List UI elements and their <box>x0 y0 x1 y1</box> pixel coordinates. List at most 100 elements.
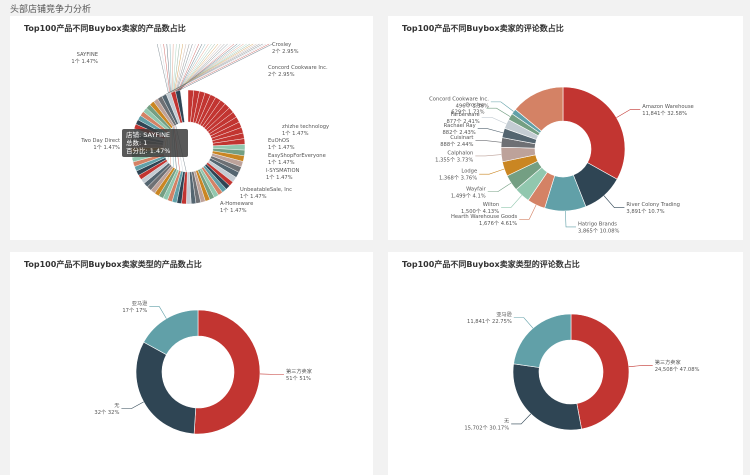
slice-value-item-2: 11,841个 22.75% <box>467 318 512 325</box>
slice-value-river-colony-trading: 3,891个 10.7% <box>626 208 664 215</box>
chart-title: Top100产品不同Buybox卖家类型的产品数占比 <box>24 260 202 269</box>
slice-value-item-2: 17个 17% <box>122 307 147 314</box>
page-title: 头部店铺竞争力分析 <box>10 5 92 15</box>
slice-label-euohos: EuOhOS <box>268 138 289 144</box>
slice-label-lodge: Lodge <box>461 169 477 175</box>
slice-value-lodge: 1,368个 3.76% <box>439 175 477 182</box>
slice-value-item-1: 32个 32% <box>94 409 119 416</box>
label-line-river-colony-trading <box>603 195 625 208</box>
chart-panel-seller-review-share: Top100产品不同Buybox卖家的评论数占比 Amazon Warehous… <box>388 16 743 240</box>
slice-label-cuisinart: Cuisinart <box>450 135 473 141</box>
slice-value-item-0: 51个 51% <box>286 375 311 382</box>
label-line-rachael-ray <box>477 128 504 134</box>
slice-value-unbeatablesale-inc: 1个 1.47% <box>240 193 267 200</box>
label-line-item-1 <box>511 413 532 425</box>
slice-label-zhizhe-technology: zhizhe technology <box>282 124 329 130</box>
slice-label-item-1: 无 <box>504 417 509 424</box>
pie-slice-item-2[interactable] <box>513 313 572 368</box>
slice-label-easyshopforeveryone: EasyShopForEveryone <box>268 153 326 159</box>
slice-value-item-0: 24,508个 47.08% <box>655 366 700 373</box>
slice-label-concord-cookware-inc: Concord Cookware Inc. <box>268 65 328 71</box>
pie-slice-amazon-warehouse[interactable] <box>562 86 626 180</box>
pie-slice-item-2[interactable] <box>143 309 199 356</box>
slice-label-wayfair: Wayfair <box>466 186 486 192</box>
slice-label-i-sysmation: I-SYSMATION <box>266 168 300 174</box>
slice-label-sayfine: SAYFINE <box>77 52 98 58</box>
slice-label-item-0: 第三方卖家 <box>655 358 681 366</box>
pie-slice-item-0[interactable] <box>193 309 261 435</box>
slice-label-a-homeware: A-Homeware <box>220 201 253 207</box>
pie-slice-item-1[interactable] <box>512 363 582 431</box>
pie-slice-item-0[interactable] <box>570 313 630 430</box>
chart-panel-seller-product-share: Top100产品不同Buybox卖家的产品数占比 Concord Cookwar… <box>10 16 373 240</box>
slice-label-calphalon: Calphalon <box>447 150 473 156</box>
chart-panel-seller-type-product-share: Top100产品不同Buybox卖家类型的产品数占比 第三方卖家 51个 51% 无… <box>10 252 373 475</box>
chart-tooltip: 店铺: SAYFINE 总数: 1 百分比: 1.47% <box>122 129 188 157</box>
slice-value-easyshopforeveryone: 1个 1.47% <box>268 159 295 166</box>
slice-value-farberware: 877个 2.41% <box>446 118 479 125</box>
label-line-hatrigo-brands <box>565 210 577 228</box>
slice-label-unbeatablesale-inc: UnbeatableSale, Inc <box>240 187 292 193</box>
pie-slice-seller-68[interactable] <box>175 90 185 123</box>
slice-label-hearth-warehouse-goods: Hearth Warehouse Goods <box>451 214 518 220</box>
slice-label-amazon-warehouse: Amazon Warehouse <box>642 104 693 110</box>
label-line-wayfair <box>487 182 512 193</box>
label-line-item-2 <box>513 317 534 329</box>
slice-value-hatrigo-brands: 3,865个 10.08% <box>578 227 620 234</box>
chart-title: Top100产品不同Buybox卖家类型的评论数占比 <box>402 260 580 269</box>
label-line-item-1 <box>121 401 144 409</box>
slice-value-i-sysmation: 1个 1.47% <box>266 174 293 181</box>
slice-value-wayfair: 1,499个 4.1% <box>451 192 486 199</box>
leader-line <box>159 43 260 98</box>
chart-title: Top100产品不同Buybox卖家的产品数占比 <box>24 24 186 33</box>
tooltip-count: 总数: 1 <box>126 139 148 147</box>
label-line-calphalon <box>475 154 502 157</box>
label-line-concord-cookware-inc <box>490 101 514 112</box>
slice-value-concord-cookware-inc: 2个 2.95% <box>268 71 295 78</box>
slice-label-concord-cookware-inc: Concord Cookware Inc. <box>429 96 489 102</box>
slice-value-sayfine: 1个 1.47% <box>71 58 98 65</box>
slice-value-two-day-direct: 1个 1.47% <box>93 144 120 151</box>
slice-label-river-colony-trading: River Colony Trading <box>626 202 680 208</box>
label-line-cuisinart <box>475 140 502 143</box>
slice-label-hatrigo-brands: Hatrigo Brands <box>578 221 617 227</box>
chart-title: Top100产品不同Buybox卖家的评论数占比 <box>402 24 564 33</box>
chart-panel-seller-type-review-share: Top100产品不同Buybox卖家类型的评论数占比 第三方卖家 24,508个 … <box>388 252 743 475</box>
label-line-item-2 <box>149 306 167 319</box>
leader-line <box>173 43 270 93</box>
label-line-wilton <box>501 195 523 208</box>
pie-slice-item-1[interactable] <box>135 341 197 435</box>
slice-value-amazon-warehouse: 11,841个 32.58% <box>642 110 687 117</box>
slice-label-rachael-ray: Rachael Ray <box>444 123 476 129</box>
leader-line <box>168 43 267 94</box>
slice-value-a-homeware: 1个 1.47% <box>220 207 247 214</box>
slice-value-item-1: 15,702个 30.17% <box>464 424 509 431</box>
label-line-crosley <box>486 107 511 117</box>
label-line-lodge <box>479 168 505 175</box>
slice-value-hearth-warehouse-goods: 1,676个 4.61% <box>479 220 517 227</box>
slice-value-crosley: 2个 2.95% <box>272 48 299 55</box>
slice-label-two-day-direct: Two Day Direct <box>80 138 120 144</box>
slice-value-cuisinart: 888个 2.44% <box>440 141 473 148</box>
slice-label-wilton: Wilton <box>483 202 499 208</box>
leader-line <box>163 43 263 96</box>
slice-value-zhizhe-technology: 1个 1.47% <box>282 130 309 137</box>
label-line-amazon-warehouse <box>616 109 641 118</box>
label-line-hearth-warehouse-goods <box>519 204 537 220</box>
slice-value-wilton: 1,500个 4.13% <box>461 208 499 215</box>
leader-line <box>177 43 273 92</box>
slice-label-item-2: 亚马逊 <box>496 310 512 318</box>
slice-value-rachael-ray: 882个 2.43% <box>442 129 475 136</box>
pie-slice-needs-by-metropolis[interactable] <box>514 86 564 132</box>
slice-label-crosley: Crosley <box>465 103 484 109</box>
tooltip-seller: 店铺: SAYFINE <box>126 131 171 139</box>
slice-value-euohos: 1个 1.47% <box>268 144 295 151</box>
tooltip-percent: 百分比: 1.47% <box>126 147 171 155</box>
slice-value-crosley: 629个 1.73% <box>451 109 484 116</box>
slice-value-calphalon: 1,355个 3.73% <box>435 156 473 163</box>
slice-value-concord-cookware-inc: 496个 1.36% <box>456 102 489 109</box>
